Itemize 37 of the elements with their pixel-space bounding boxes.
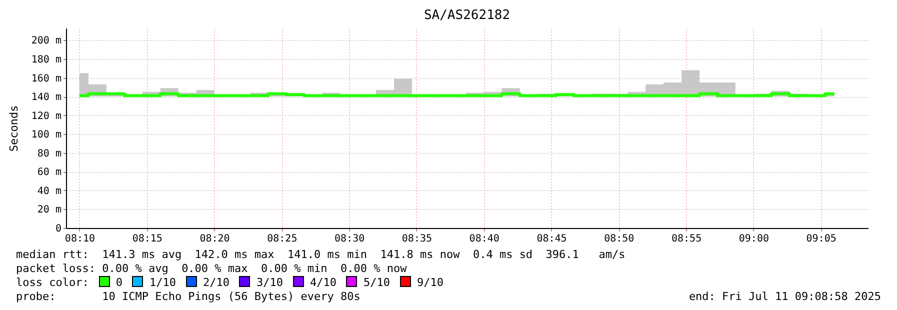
- x-tick-label: 08:15: [132, 234, 162, 244]
- x-tick-label: 08:30: [334, 234, 365, 244]
- y-tick-label: 60 m: [37, 167, 62, 178]
- y-tick-label: 180 m: [31, 54, 62, 66]
- x-tick-label: 08:10: [64, 234, 96, 244]
- y-tick-label: 40 m: [37, 186, 62, 197]
- legend-label: 1/10: [149, 276, 176, 289]
- legend-label: 5/10: [363, 276, 390, 289]
- text: end: Fri Jul 11 09:08:58 2025: [688, 290, 881, 304]
- x-tick-label: 08:25: [267, 234, 298, 244]
- x-tick-label: 08:35: [402, 234, 432, 244]
- x-tick-label: 09:00: [738, 234, 769, 244]
- y-tick-label: 20 m: [37, 204, 62, 216]
- text: median rtt: 141.3 ms avg 142.0 ms max 141.0 ms min 141.8 ms now 0.4 ms sd 396.1 am/s: [16, 248, 626, 262]
- legend-title: loss color:: [16, 276, 89, 289]
- y-tick-label: 200 m: [31, 36, 62, 47]
- legend-label: 3/10: [256, 276, 283, 289]
- y-tick-label: 0: [55, 224, 62, 234]
- y-tick-label: 160 m: [31, 73, 62, 84]
- x-tick-label: 08:55: [671, 234, 702, 244]
- x-tick-label: 08:40: [469, 234, 500, 244]
- y-tick-label: 100 m: [31, 130, 62, 141]
- chart-title: SA/AS262182: [424, 8, 510, 23]
- y-axis-title: Seconds: [7, 105, 20, 152]
- x-tick-label: 09:05: [806, 234, 836, 244]
- x-tick-label: 08:45: [536, 234, 567, 244]
- legend-label: 2/10: [202, 276, 230, 289]
- x-tick-label: 08:50: [604, 234, 634, 244]
- text: packet loss: 0.00 % avg 0.00 % max 0.00 % min 0.00 % now: [16, 262, 407, 276]
- legend-label: 4/10: [310, 276, 336, 289]
- x-tick-label: 08:20: [200, 234, 230, 244]
- legend-label: 0: [116, 276, 122, 289]
- y-tick-label: 80 m: [37, 148, 62, 160]
- legend-label: 9/10: [416, 276, 444, 289]
- text: probe: 10 ICMP Echo Pings (56 Bytes) every 80s: [16, 290, 360, 304]
- y-tick-label: 120 m: [31, 110, 62, 122]
- y-tick-label: 140 m: [31, 92, 62, 104]
